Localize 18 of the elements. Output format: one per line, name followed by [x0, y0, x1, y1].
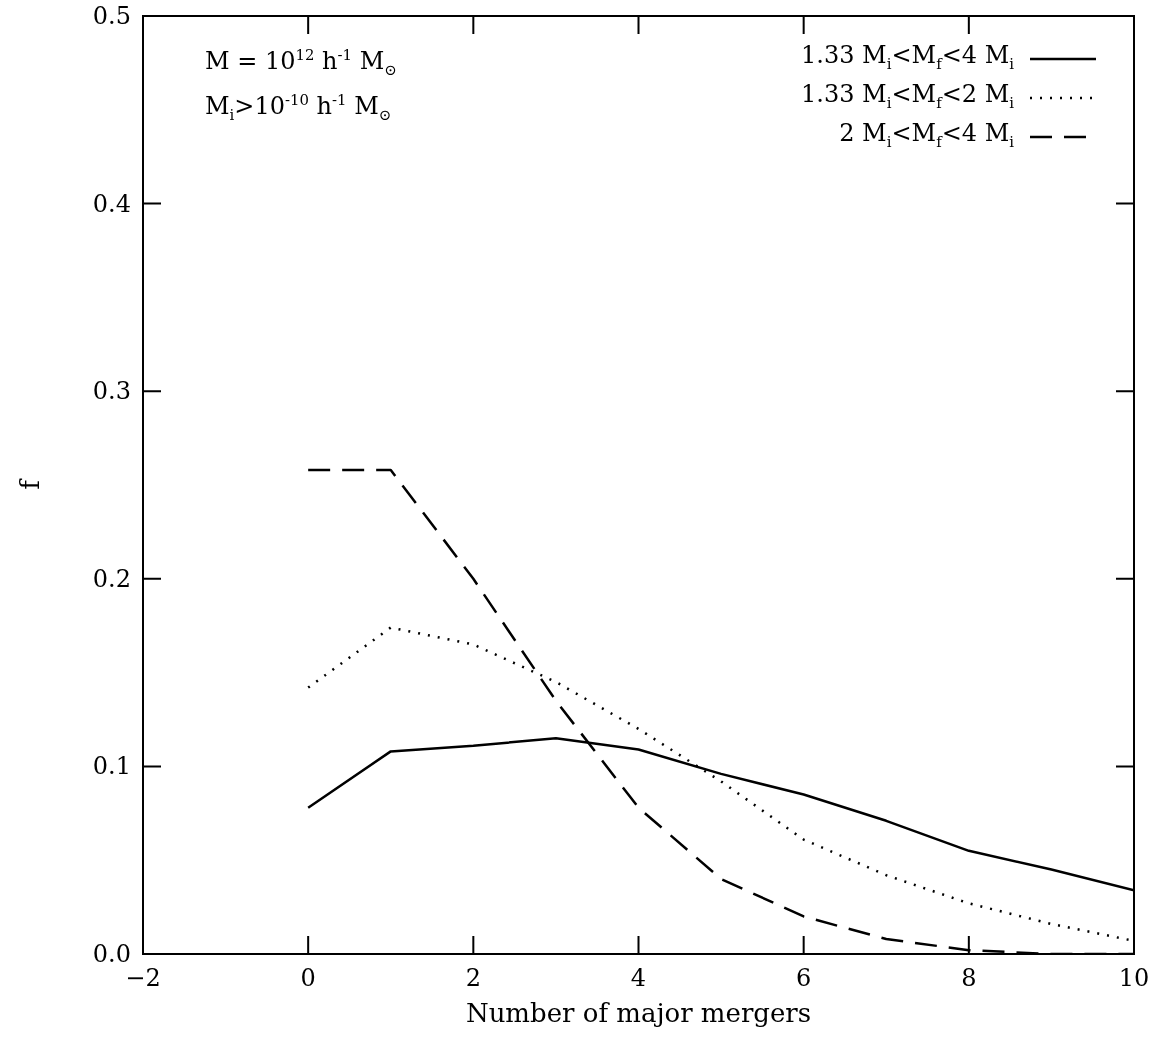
- y-tick-label: 0.4: [92, 189, 131, 218]
- legend-label: 2 M$_{i}$<M$_{f}$<4 M$_{i}$: [839, 117, 1014, 153]
- x-tick-label: 2: [465, 964, 481, 992]
- y-tick-label: 0.2: [92, 564, 131, 593]
- annotation: M = 10$^{12}$ h$^{-1}$ M$_{⊙}$: [205, 45, 397, 81]
- legend-label: 1.33 M$_{i}$<M$_{f}$<2 M$_{i}$: [801, 78, 1014, 114]
- x-tick-label: 4: [630, 964, 647, 992]
- x-tick-label: 6: [796, 964, 812, 992]
- y-tick-label: 0.5: [92, 2, 131, 30]
- y-tick-label: 0.1: [92, 752, 131, 781]
- x-tick-label: 8: [961, 964, 977, 992]
- y-tick-label: 0.3: [92, 377, 131, 406]
- legend-label: 1.33 M$_{i}$<M$_{f}$<4 M$_{i}$: [801, 40, 1014, 75]
- annotation: M$_{i}$>10$^{-10}$ h$^{-1}$ M$_{⊙}$: [205, 89, 393, 126]
- y-axis-title: f: [15, 480, 45, 490]
- x-tick-label: 10: [1118, 964, 1150, 992]
- x-tick-label: 0: [300, 964, 316, 992]
- x-axis-title: Number of major mergers: [465, 998, 812, 1028]
